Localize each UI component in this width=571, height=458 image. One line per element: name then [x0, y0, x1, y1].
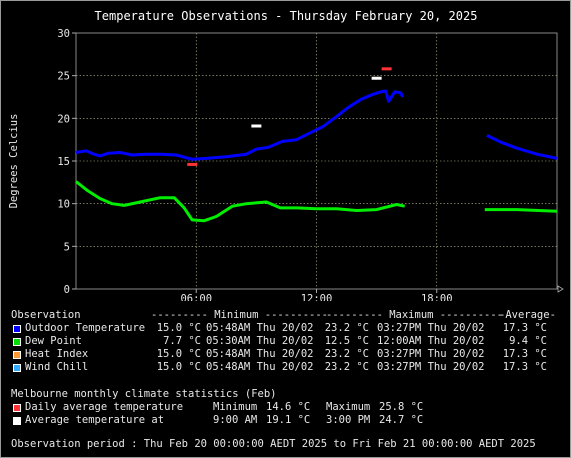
legend-label: Wind Chill: [25, 361, 89, 373]
legend-max: 23.2 °C: [324, 361, 369, 373]
legend-label: Outdoor Temperature: [25, 322, 146, 334]
climate-min-label: Minimum: [213, 401, 258, 413]
legend-header-minimum: --------- Minimum ----------: [151, 309, 329, 321]
climate-max: 25.8 °C: [379, 401, 424, 413]
legend-swatch: [13, 338, 21, 346]
x-tick-label: 12:00: [301, 293, 333, 301]
legend-header-average: -Average-: [499, 309, 556, 321]
climate-min: 19.1 °C: [266, 414, 311, 426]
legend-max: 23.2 °C: [324, 348, 369, 360]
x-tick-label: 06:00: [180, 293, 212, 301]
legend-avg: 17.3 °C: [502, 361, 547, 373]
climate-title: Melbourne monthly climate statistics (Fe…: [11, 388, 277, 400]
temperature-chart: Temperature Observations - Thursday Febr…: [8, 9, 564, 301]
y-tick-label: 30: [57, 28, 70, 40]
x-axis-arrow: [557, 285, 564, 293]
y-tick-label: 5: [64, 241, 70, 253]
y-tick-label: 15: [57, 156, 70, 168]
y-tick-label: 20: [57, 113, 70, 125]
legend-min-time: 05:48AM Thu 20/02: [206, 322, 314, 334]
legend-min: 15.0 °C: [156, 361, 201, 373]
legend-avg: 17.3 °C: [502, 348, 547, 360]
climate-min: 14.6 °C: [266, 401, 311, 413]
series-line-dew-point: [75, 180, 406, 223]
legend-label: Dew Point: [25, 335, 82, 347]
legend-swatch: [13, 364, 21, 372]
legend-min-time: 05:30AM Thu 20/02: [206, 335, 314, 347]
observation-period: Observation period : Thu Feb 20 00:00:00…: [11, 438, 536, 450]
legend-max-time: 03:27PM Thu 20/02: [377, 322, 485, 334]
climate-label: Daily average temperature: [25, 401, 184, 413]
legend-avg: 17.3 °C: [502, 322, 547, 334]
climate-min-label: 9:00 AM: [213, 414, 258, 426]
legend-max: 23.2 °C: [324, 322, 369, 334]
legend-min-time: 05:48AM Thu 20/02: [206, 361, 314, 373]
chart-title: Temperature Observations - Thursday Febr…: [95, 9, 478, 23]
y-tick-label: 25: [57, 71, 70, 83]
legend-label: Heat Index: [25, 348, 89, 360]
legend-swatch: [13, 351, 21, 359]
series-line-dew-point: [484, 208, 558, 213]
legend-max: 12.5 °C: [324, 335, 369, 347]
climate-swatch: [13, 417, 21, 425]
y-tick-label: 10: [57, 199, 70, 211]
climate-max-label: 3:00 PM: [326, 414, 371, 426]
x-tick-label: 18:00: [421, 293, 453, 301]
climate-label: Average temperature at: [25, 414, 165, 426]
legend-header-observation: Observation: [11, 309, 81, 321]
series-line-outdoor-temperature: [486, 134, 558, 160]
legend-max-time: 12:00AM Thu 20/02: [377, 335, 485, 347]
climate-max: 24.7 °C: [379, 414, 424, 426]
legend-min: 7.7 °C: [163, 335, 201, 347]
legend-header-maximum: --------- Maximum ----------: [326, 309, 504, 321]
legend-max-time: 03:27PM Thu 20/02: [377, 361, 485, 373]
legend-max-time: 03:27PM Thu 20/02: [377, 348, 485, 360]
legend-min-time: 05:48AM Thu 20/02: [206, 348, 314, 360]
y-tick-label: 0: [64, 284, 70, 296]
legend-min: 15.0 °C: [156, 322, 201, 334]
series-line-outdoor-temperature: [75, 89, 405, 161]
legend-avg: 9.4 °C: [509, 335, 547, 347]
legend-min: 15.0 °C: [156, 348, 201, 360]
y-axis-label: Degrees Celcius: [8, 114, 20, 209]
climate-max-label: Maximum: [326, 401, 371, 413]
legend-swatch: [13, 325, 21, 333]
climate-swatch: [13, 404, 21, 412]
